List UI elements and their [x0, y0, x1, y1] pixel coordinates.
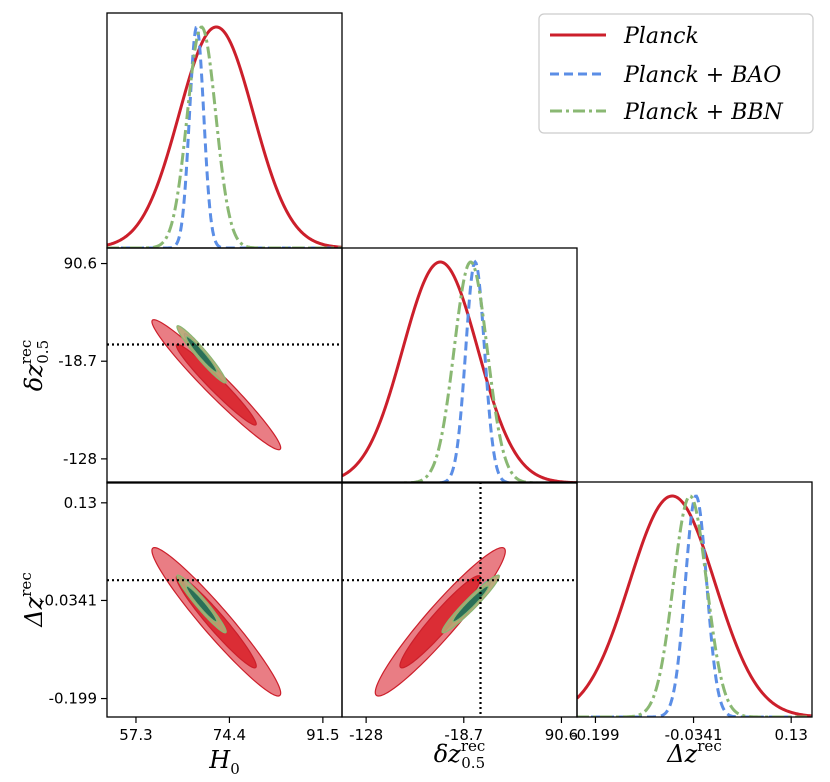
axis-label-h-0: H0: [208, 746, 239, 778]
panel-frame-2-0: [106, 481, 343, 718]
marginal-curve-delta-z-0-5-rec-planck-bbn: [342, 260, 577, 483]
panel-frame-0-0: [106, 12, 343, 249]
axis-label-delta-z-rec: Δzrec: [666, 737, 721, 768]
contour-panel-delta-z-0-5-rec-vs-delta-z-rec: [342, 482, 577, 717]
x-tick-label-delta-z-rec-1: -0.0341: [665, 726, 723, 744]
marginal-curve-h-0-planck: [107, 25, 342, 248]
legend-label-planck-bbn: Planck + BBN: [623, 100, 784, 125]
y-tick-label-delta-z-rec-1: -0.0341: [39, 591, 97, 609]
contour-panel-h-0-vs-delta-z-rec: [107, 547, 342, 697]
contour-68-planck-bbn: [185, 585, 218, 623]
contour-panel-h-0-vs-delta-z-0-5-rec: [107, 319, 342, 451]
panel-frame-2-2: [576, 481, 813, 718]
axis-label-delta-z-0-5-rec: δzrec0.5: [17, 340, 52, 392]
x-tick-label-delta-z-0-5-rec-1: -18.7: [444, 726, 483, 744]
svg-text:δzrec0.5: δzrec0.5: [17, 340, 52, 392]
contour-68-planck: [399, 575, 482, 669]
y-tick-label-delta-z-rec-2: 0.13: [64, 494, 97, 512]
panel-frame-1-0: [106, 247, 343, 484]
x-tick-label-delta-z-0-5-rec-0: -128: [349, 726, 383, 744]
y-tick-label-delta-z-0-5-rec-1: -18.7: [58, 352, 97, 370]
marginal-curve-delta-z-0-5-rec-planck: [342, 260, 577, 483]
y-tick-label-delta-z-0-5-rec-0: -128: [63, 450, 97, 468]
legend-box: [538, 13, 814, 134]
x-tick-label-delta-z-rec-2: 0.13: [774, 726, 807, 744]
x-tick-label-h-0-2: 91.5: [306, 726, 339, 744]
axis-label-delta-z-rec: Δzrec: [17, 572, 48, 627]
marginal-panel-h-0: [107, 25, 342, 248]
marginal-panel-delta-z-rec: [577, 494, 812, 717]
marginal-curve-delta-z-0-5-rec-planck-bao: [342, 259, 577, 483]
x-tick-label-delta-z-rec-0: -0.199: [571, 726, 619, 744]
marginal-curve-delta-z-rec-planck-bao: [577, 494, 812, 717]
legend: Planck Planck + BAO Planck + BBN: [538, 13, 814, 134]
x-tick-label-h-0-0: 57.3: [119, 726, 152, 744]
contour-68-planck: [175, 343, 257, 426]
svg-text:δzrec0.5: δzrec0.5: [434, 737, 486, 772]
legend-label-planck-bao: Planck + BAO: [623, 63, 781, 88]
svg-text:H0: H0: [208, 746, 239, 778]
marginal-curve-delta-z-rec-planck: [577, 494, 812, 717]
marginal-panel-delta-z-0-5-rec: [342, 259, 577, 483]
panel-frame-1-1: [341, 247, 578, 484]
y-tick-label-delta-z-rec-0: -0.199: [49, 690, 97, 708]
panels-layer: 57.3 74.4 91.5 -128 -18.7 90.6-0.199 -0.0341 0.…: [17, 12, 813, 778]
legend-label-planck: Planck: [623, 24, 699, 49]
svg-text:Δzrec: Δzrec: [17, 572, 48, 627]
x-tick-label-delta-z-0-5-rec-2: 90.6: [545, 726, 578, 744]
svg-text:Δzrec: Δzrec: [666, 737, 721, 768]
y-tick-label-delta-z-0-5-rec-2: 90.6: [64, 255, 97, 273]
contour-68-planck-bbn: [452, 585, 490, 623]
x-tick-label-h-0-1: 74.4: [213, 726, 246, 744]
marginal-curve-delta-z-rec-planck-bbn: [577, 494, 812, 717]
